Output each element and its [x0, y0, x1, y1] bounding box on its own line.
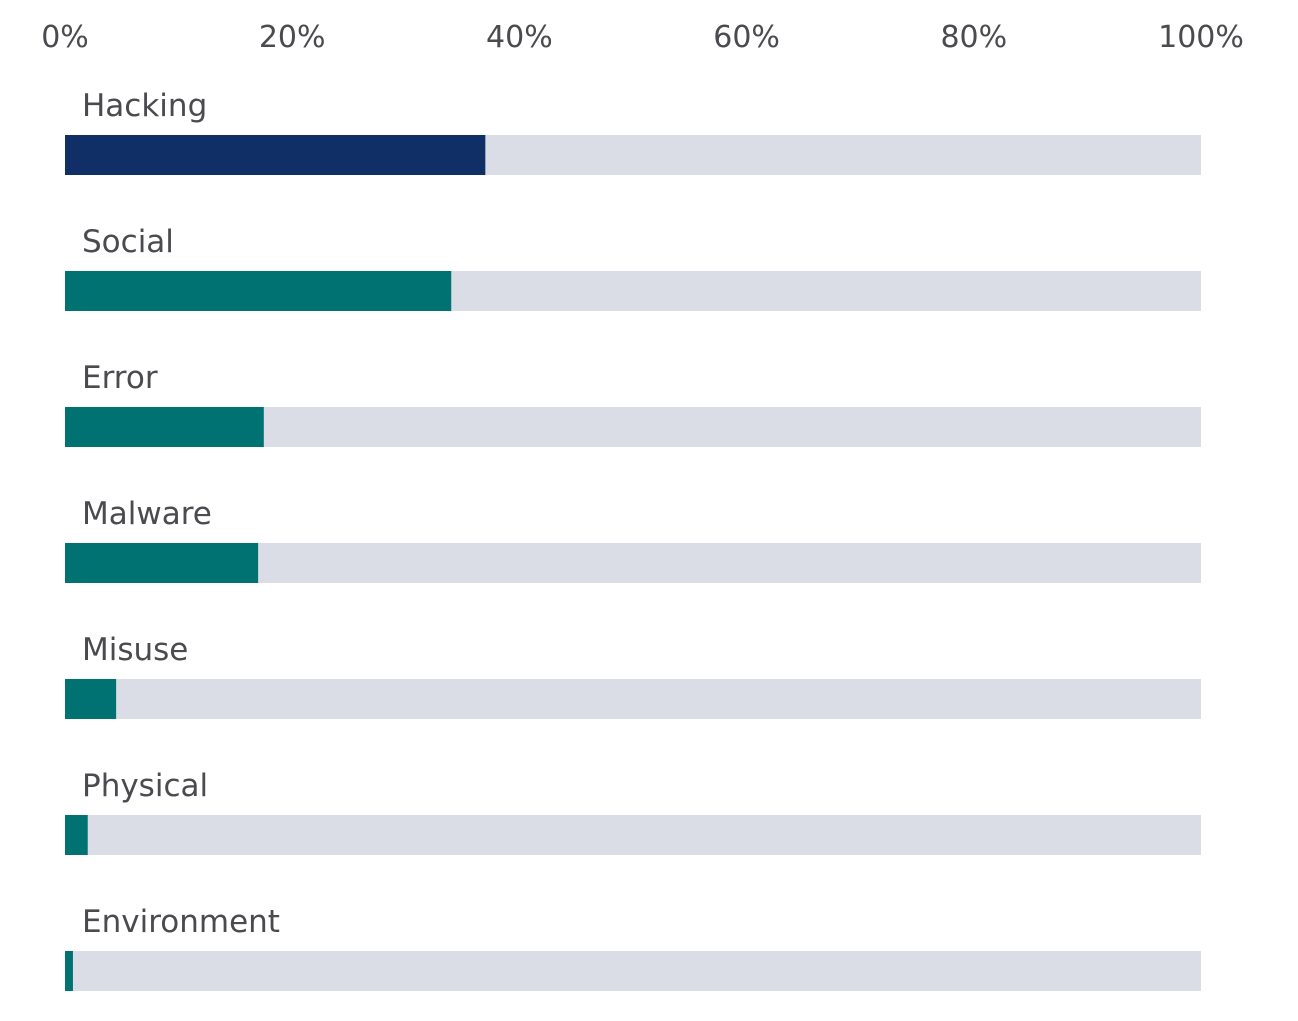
bar-malware — [65, 543, 259, 583]
x-tick-label: 20% — [259, 20, 326, 55]
x-tick-label: 80% — [940, 20, 1007, 55]
x-axis-ticks: 0% 20% 40% 60% 80% 100% — [41, 20, 1244, 55]
bar-row-social: Social — [65, 224, 1201, 311]
bar-error — [65, 407, 264, 447]
bar-row-error: Error — [65, 360, 1201, 447]
bar-hacking — [65, 135, 486, 175]
bar-track — [65, 951, 1201, 991]
bar-rows: Hacking Social Error Malware Misuse Physical E… — [65, 88, 1201, 991]
category-label: Hacking — [82, 88, 207, 124]
category-label: Malware — [82, 496, 212, 532]
bar-track — [65, 679, 1201, 719]
category-label: Environment — [82, 904, 280, 940]
bar-social — [65, 271, 452, 311]
bar-row-hacking: Hacking — [65, 88, 1201, 175]
category-label: Social — [82, 224, 174, 260]
category-label: Misuse — [82, 632, 188, 668]
bar-physical — [65, 815, 88, 855]
bar-row-physical: Physical — [65, 768, 1201, 855]
x-tick-label: 100% — [1158, 20, 1244, 55]
x-tick-label: 40% — [486, 20, 553, 55]
bar-misuse — [65, 679, 117, 719]
category-label: Physical — [82, 768, 208, 804]
bar-row-malware: Malware — [65, 496, 1201, 583]
bar-row-misuse: Misuse — [65, 632, 1201, 719]
x-tick-label: 0% — [41, 20, 89, 55]
bar-row-environment: Environment — [65, 904, 1201, 991]
bar-environment — [65, 951, 73, 991]
category-label: Error — [82, 360, 158, 396]
bar-track — [65, 815, 1201, 855]
x-tick-label: 60% — [713, 20, 780, 55]
